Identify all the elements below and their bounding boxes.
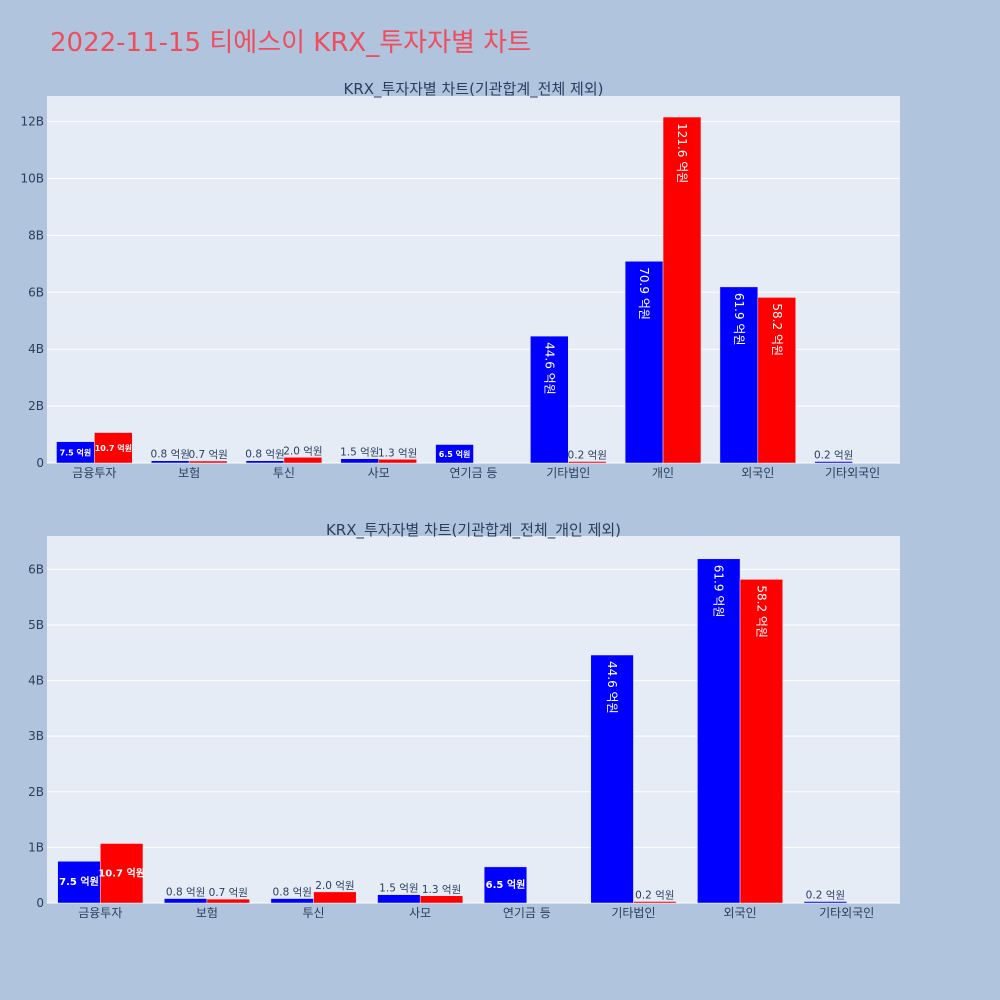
y-tick-label: 2B xyxy=(28,785,44,799)
bar xyxy=(245,460,285,464)
data-label: 0.8 억원 xyxy=(245,449,284,461)
data-label: 7.5 억원 xyxy=(60,447,92,457)
data-label: 70.9 억원 xyxy=(637,267,651,320)
data-label: 10.7 억원 xyxy=(95,443,132,453)
data-label: 58.2 억원 xyxy=(770,303,784,356)
x-tick-label: 기타법인 xyxy=(546,466,590,480)
bar xyxy=(662,116,702,464)
data-label: 2.0 억원 xyxy=(283,445,322,457)
x-tick-label: 보험 xyxy=(178,466,200,480)
y-tick-label: 3B xyxy=(28,729,44,743)
data-label: 0.7 억원 xyxy=(209,887,248,899)
bar xyxy=(568,461,607,464)
x-tick-label: 연기금 등 xyxy=(450,466,498,480)
chart-title: KRX_투자자별 차트(기관합계_전체_개인 제외) xyxy=(326,521,621,540)
data-label: 0.2 억원 xyxy=(568,450,607,462)
bar xyxy=(94,432,133,464)
x-tick-label: 기타법인 xyxy=(611,906,655,920)
x-tick-label: 보험 xyxy=(196,906,218,920)
x-tick-label: 연기금 등 xyxy=(503,906,551,920)
data-label: 121.6 억원 xyxy=(675,123,689,183)
data-label: 6.5 억원 xyxy=(439,449,471,459)
data-label: 0.8 억원 xyxy=(151,449,190,461)
data-label: 58.2 억원 xyxy=(754,585,768,638)
y-tick-label: 5B xyxy=(28,618,44,632)
data-label: 1.3 억원 xyxy=(422,884,461,896)
x-tick-label: 외국인 xyxy=(724,906,757,920)
y-tick-label: 0 xyxy=(36,896,44,910)
y-tick-label: 4B xyxy=(28,342,44,356)
bar xyxy=(633,901,677,904)
page-title: 2022-11-15 티에스이 KRX_투자자별 차트 xyxy=(50,28,532,58)
bar xyxy=(206,898,250,904)
bar xyxy=(164,898,208,904)
data-label: 0.2 억원 xyxy=(635,890,674,902)
bar xyxy=(340,458,379,464)
bar xyxy=(739,579,783,904)
x-tick-label: 금융투자 xyxy=(78,906,122,920)
bar xyxy=(719,286,759,464)
data-label: 10.7 억원 xyxy=(98,866,145,879)
y-tick-label: 12B xyxy=(20,115,44,129)
y-tick-label: 1B xyxy=(28,840,44,854)
x-tick-label: 기타외국인 xyxy=(819,906,874,920)
data-label: 0.8 억원 xyxy=(166,887,205,899)
bar xyxy=(697,558,741,904)
bar xyxy=(419,895,464,904)
bar xyxy=(814,461,853,464)
chart-2: 0 1B 2B 3B 4B 5B 6B KRX_투자자별 차트(기관합계_전체_개인 제외) 금… xyxy=(28,521,900,920)
data-label: 1.3 억원 xyxy=(378,447,417,459)
bar xyxy=(803,901,847,904)
data-label: 1.5 억원 xyxy=(379,883,418,895)
data-label: 61.9 억원 xyxy=(712,565,726,618)
data-label: 0.8 억원 xyxy=(273,887,312,899)
data-label: 0.2 억원 xyxy=(806,890,845,902)
bar xyxy=(483,866,528,904)
bar xyxy=(151,460,190,464)
data-label: 1.5 억원 xyxy=(340,447,379,459)
y-tick-label: 6B xyxy=(28,562,44,576)
x-tick-label: 개인 xyxy=(652,466,674,480)
bar xyxy=(270,898,314,904)
y-tick-label: 0 xyxy=(36,456,44,470)
bar xyxy=(435,444,474,464)
bar xyxy=(100,843,144,904)
bar xyxy=(378,459,417,464)
data-label: 61.9 억원 xyxy=(732,293,746,346)
bar xyxy=(188,460,228,464)
data-label: 44.6 억원 xyxy=(605,661,619,714)
chart-1: 0 2B 4B 6B 8B 10B 12B KRX_투자자별 차트(기관합계_전체 제외) 금융… xyxy=(20,80,900,480)
bar xyxy=(57,861,101,904)
y-tick-label: 2B xyxy=(28,399,44,413)
chart-title: KRX_투자자별 차트(기관합계_전체 제외) xyxy=(344,80,604,99)
x-tick-label: 사모 xyxy=(368,466,390,480)
data-label: 2.0 억원 xyxy=(315,880,354,892)
bar xyxy=(313,891,357,904)
data-label: 0.2 억원 xyxy=(814,450,853,462)
x-tick-label: 금융투자 xyxy=(72,466,116,480)
bar xyxy=(757,297,796,464)
x-tick-label: 투신 xyxy=(273,466,295,480)
data-label: 0.7 억원 xyxy=(188,449,227,461)
bar xyxy=(283,457,323,464)
x-tick-label: 기타외국인 xyxy=(825,466,880,480)
bar xyxy=(530,335,569,464)
y-tick-label: 4B xyxy=(28,674,44,688)
data-label: 7.5 억원 xyxy=(59,875,99,888)
x-tick-label: 외국인 xyxy=(741,466,774,480)
y-tick-label: 8B xyxy=(28,228,44,242)
data-label: 6.5 억원 xyxy=(486,878,526,891)
x-tick-label: 투신 xyxy=(303,906,325,920)
bar xyxy=(590,654,634,904)
x-tick-label: 사모 xyxy=(409,906,431,920)
y-tick-label: 6B xyxy=(28,285,44,299)
bar xyxy=(377,894,421,904)
data-label: 44.6 억원 xyxy=(542,342,556,395)
bar xyxy=(624,261,664,464)
y-tick-label: 10B xyxy=(20,172,44,186)
